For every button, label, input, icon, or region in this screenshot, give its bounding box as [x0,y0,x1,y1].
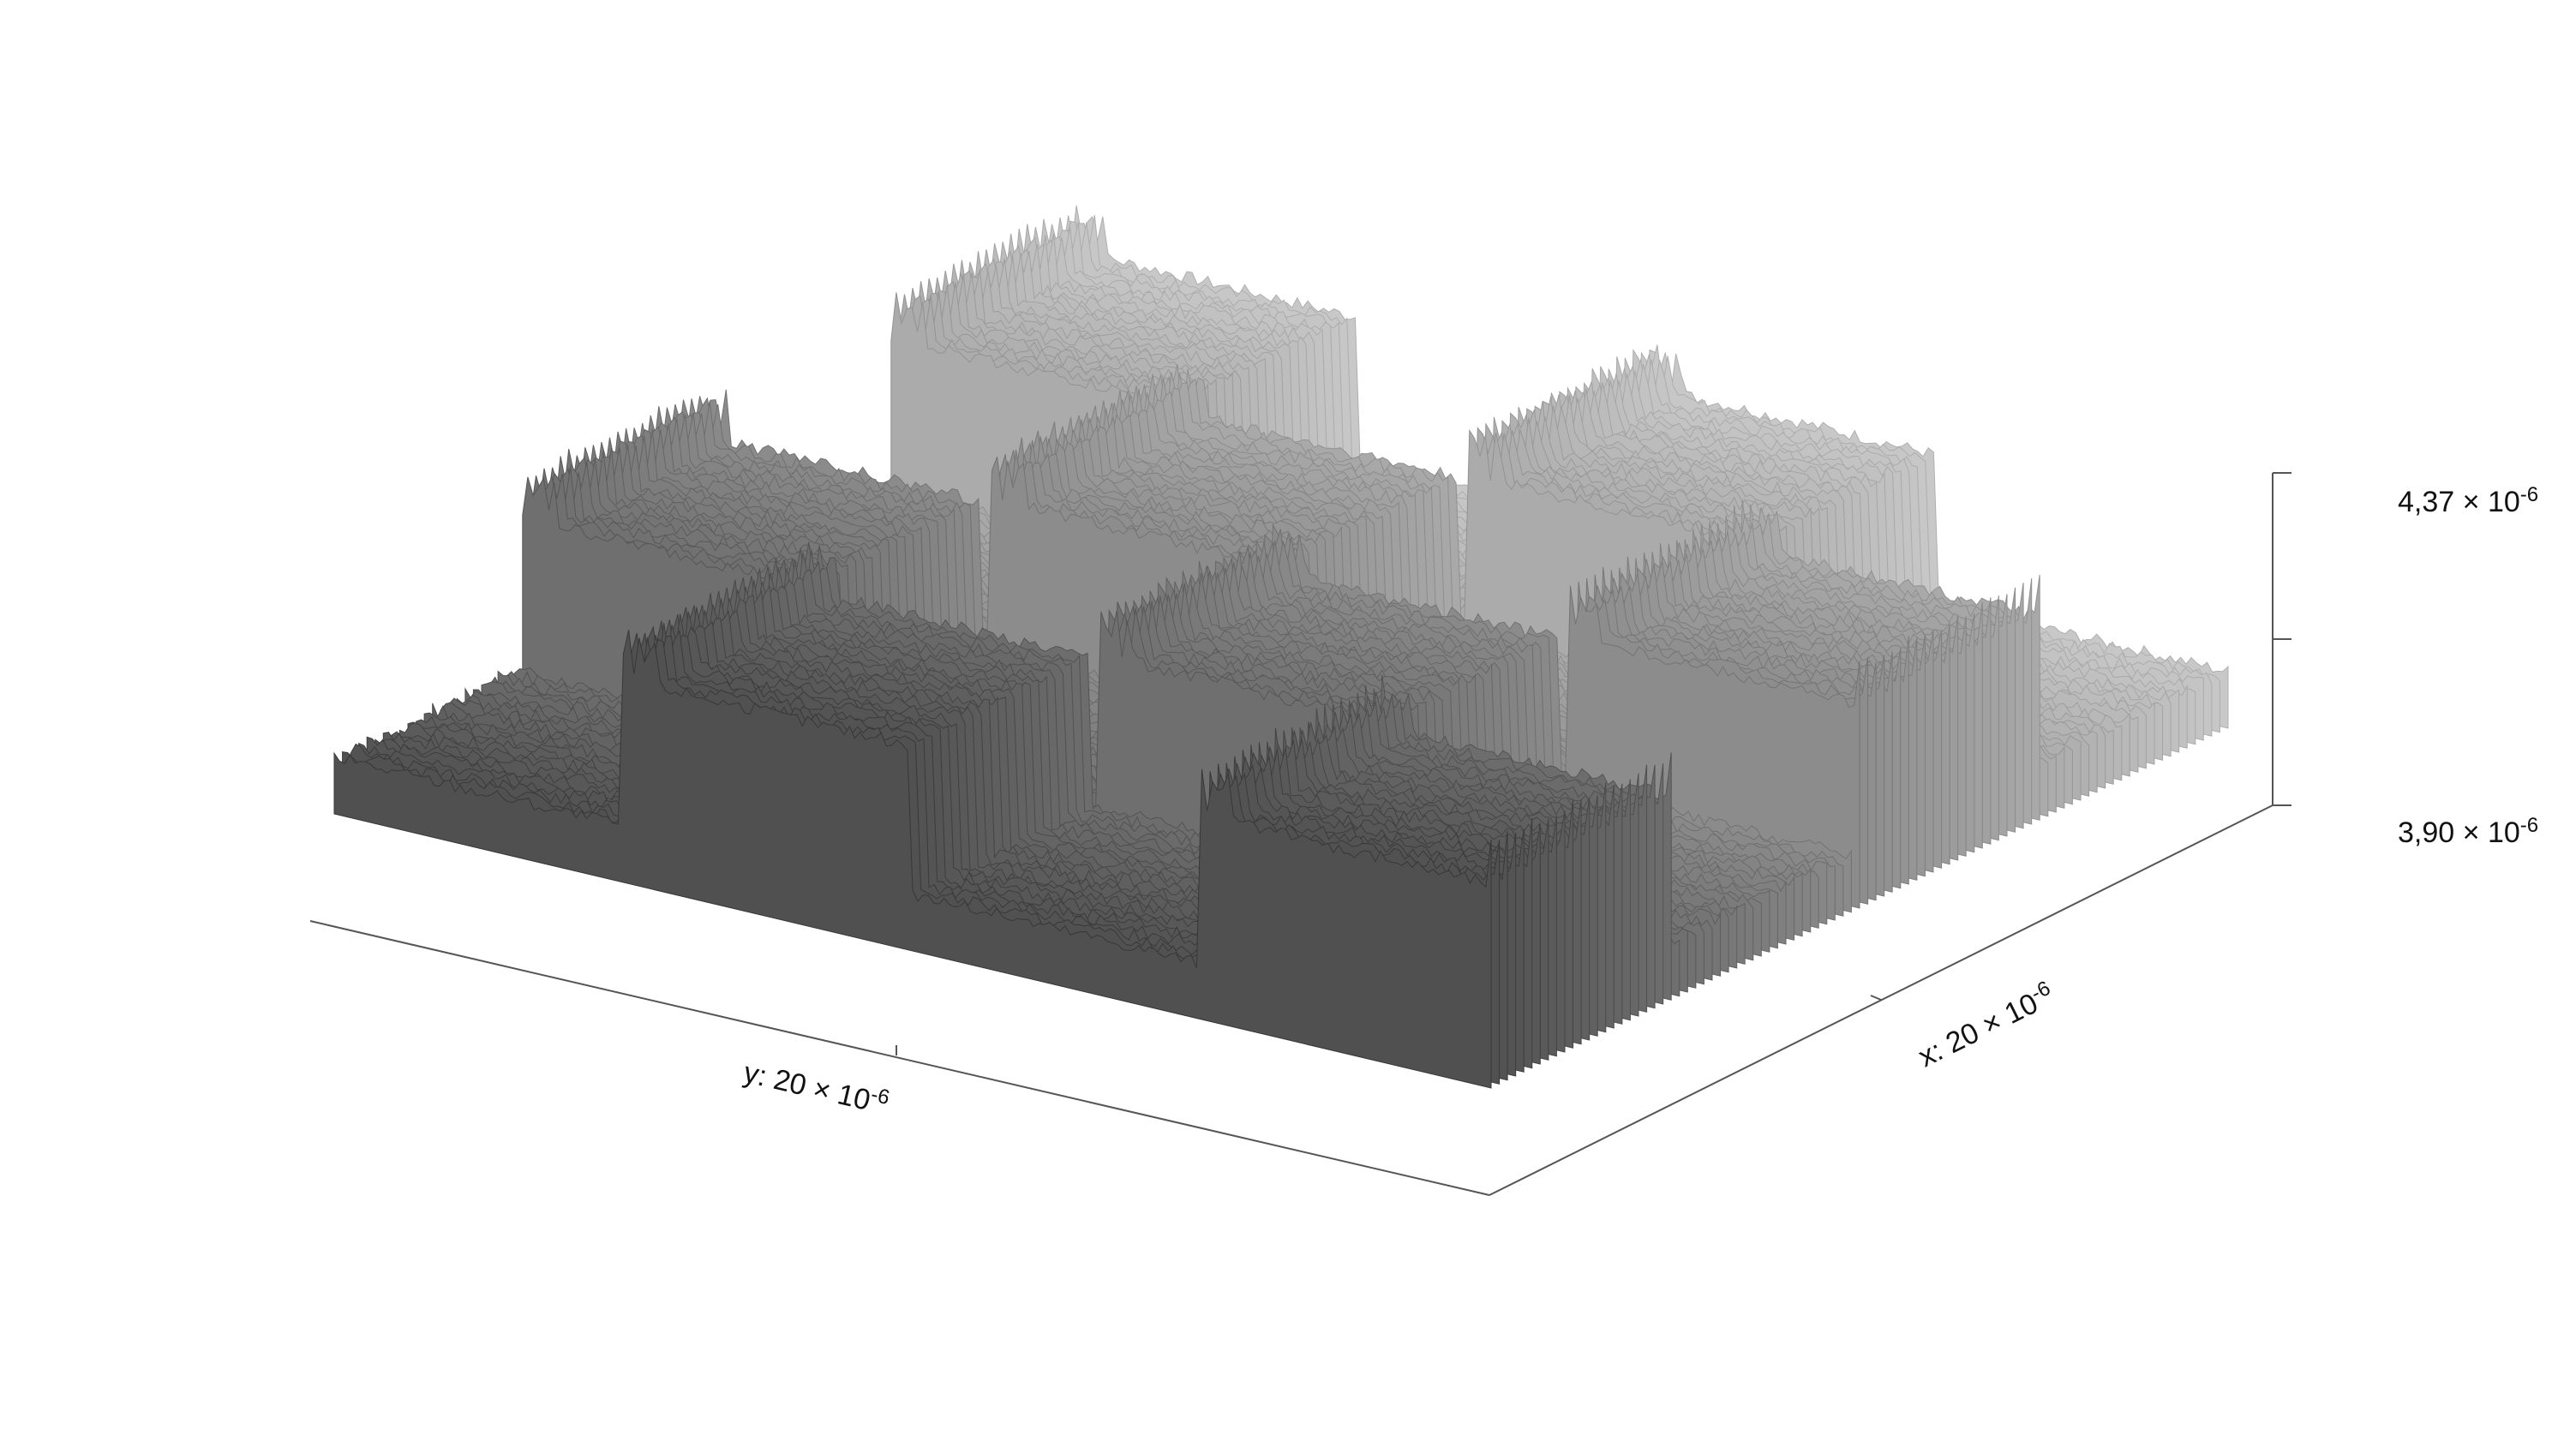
y-axis-label: y: 20 × 10-6 [740,1054,891,1121]
x-axis-label: x: 20 × 10-6 [1912,977,2059,1073]
surface-strip [333,630,1492,1089]
x-axis-tick [1870,995,1882,1001]
axes [309,472,2291,1196]
x-axis-line [1489,804,2273,1196]
surface-mesh [333,205,2229,1089]
z-tick-label-bottom: 3,90 × 10-6 [2398,814,2538,849]
y-axis-line [309,920,1490,1196]
z-tick-label-top: 4,37 × 10-6 [2398,483,2538,518]
